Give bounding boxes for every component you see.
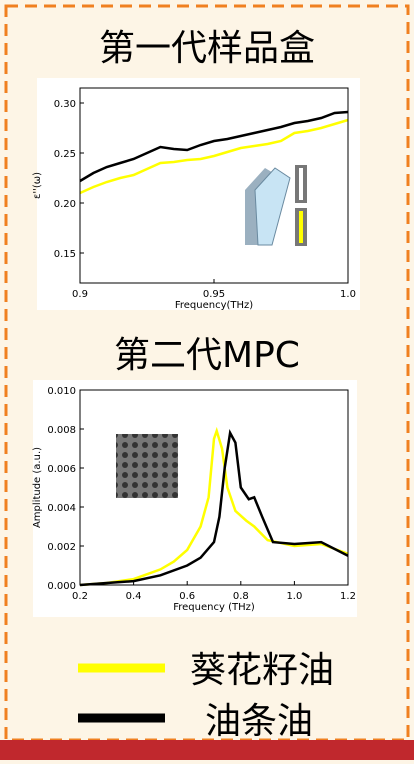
x-tick-label: 0.8 — [233, 591, 249, 602]
y-tick-label: 0.002 — [47, 542, 76, 553]
x-tick-label: 0.9 — [72, 289, 88, 300]
y-axis-label: ε''(ω) — [32, 172, 43, 199]
plot-frame — [79, 389, 349, 586]
y-tick-label: 0.004 — [47, 503, 76, 514]
y-tick-label: 0.15 — [54, 249, 76, 260]
x-axis-label: Frequency(THz) — [175, 300, 253, 311]
y-axis-label: Amplitude (a.u.) — [32, 447, 43, 528]
legend-label: 葵花籽油 — [190, 650, 334, 691]
legend-label: 油条油 — [205, 701, 313, 742]
x-tick-label: 1.0 — [340, 289, 356, 300]
x-tick-label: 1.2 — [340, 591, 356, 602]
panel — [33, 380, 357, 617]
y-tick-label: 0.000 — [47, 581, 76, 592]
x-tick-label: 1.0 — [286, 591, 302, 602]
footer-band — [0, 740, 414, 760]
chart-title: 第一代样品盒 — [99, 28, 315, 69]
x-tick-label: 0.95 — [203, 289, 225, 300]
x-tick-label: 0.2 — [72, 591, 88, 602]
data-line — [79, 429, 349, 587]
x-axis-label: Frequency (THz) — [173, 602, 255, 613]
x-tick-label: 0.6 — [179, 591, 195, 602]
data-line — [79, 118, 349, 195]
y-tick-label: 0.006 — [47, 464, 76, 475]
panel — [37, 78, 360, 310]
y-tick-label: 0.010 — [47, 386, 76, 397]
chart-title: 第二代MPC — [114, 335, 300, 376]
y-tick-label: 0.20 — [54, 199, 76, 210]
x-tick-label: 0.4 — [126, 591, 142, 602]
data-line — [79, 426, 349, 587]
y-tick-label: 0.25 — [54, 149, 76, 160]
mpc-image — [116, 434, 178, 498]
y-tick-label: 0.30 — [54, 99, 76, 110]
cell-illustration — [245, 165, 307, 246]
y-tick-label: 0.008 — [47, 425, 76, 436]
data-line — [79, 110, 349, 183]
